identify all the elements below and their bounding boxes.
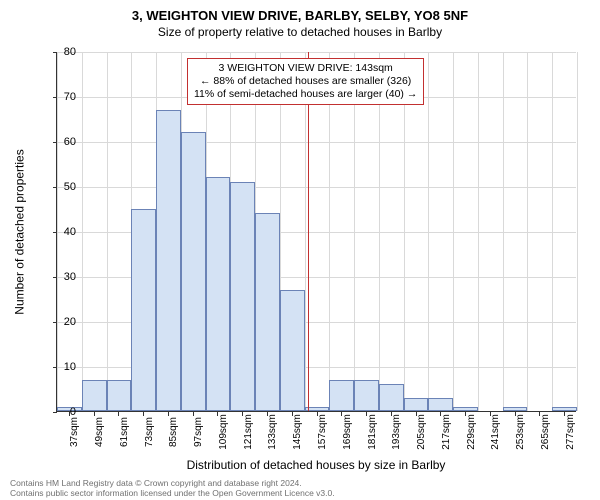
y-tick: 10 (50, 361, 76, 373)
x-tick: 73sqm (144, 412, 155, 452)
histogram-bar (428, 398, 453, 412)
x-tick: 241sqm (490, 412, 501, 452)
x-tick: 133sqm (267, 412, 278, 452)
histogram-bar (329, 380, 354, 412)
y-tick: 20 (50, 316, 76, 328)
x-tick: 49sqm (94, 412, 105, 452)
x-tick: 205sqm (416, 412, 427, 452)
y-tick: 0 (50, 406, 76, 418)
y-tick: 80 (50, 46, 76, 58)
y-tick: 70 (50, 91, 76, 103)
y-tick: 40 (50, 226, 76, 238)
x-tick: 157sqm (317, 412, 328, 452)
x-tick: 145sqm (292, 412, 303, 452)
histogram-bar (503, 407, 528, 412)
reference-line (308, 52, 309, 411)
histogram-bar (131, 209, 156, 412)
y-tick: 60 (50, 136, 76, 148)
chart-subtitle: Size of property relative to detached ho… (0, 23, 600, 39)
chart-container: 3, WEIGHTON VIEW DRIVE, BARLBY, SELBY, Y… (0, 0, 600, 500)
histogram-bar (453, 407, 478, 412)
footer-attribution: Contains HM Land Registry data © Crown c… (10, 478, 335, 498)
x-tick: 193sqm (391, 412, 402, 452)
x-tick: 253sqm (515, 412, 526, 452)
plot-area: 37sqm49sqm61sqm73sqm85sqm97sqm109sqm121s… (56, 52, 576, 412)
x-tick: 169sqm (342, 412, 353, 452)
x-tick: 181sqm (367, 412, 378, 452)
x-tick: 61sqm (119, 412, 130, 452)
x-tick: 217sqm (441, 412, 452, 452)
histogram-bar (206, 177, 231, 411)
histogram-bar (230, 182, 255, 412)
histogram-bar (156, 110, 181, 412)
histogram-bar (255, 213, 280, 411)
x-tick: 277sqm (565, 412, 576, 452)
x-tick: 229sqm (466, 412, 477, 452)
x-tick: 97sqm (193, 412, 204, 452)
x-tick: 37sqm (69, 412, 80, 452)
annotation-box: 3 WEIGHTON VIEW DRIVE: 143sqm← 88% of de… (187, 58, 424, 105)
x-tick: 265sqm (540, 412, 551, 452)
histogram-bar (280, 290, 305, 412)
y-tick: 50 (50, 181, 76, 193)
histogram-bar (379, 384, 404, 411)
histogram-bar (181, 132, 206, 411)
histogram-bar (552, 407, 577, 412)
x-tick: 85sqm (168, 412, 179, 452)
x-tick: 109sqm (218, 412, 229, 452)
histogram-bar (107, 380, 132, 412)
chart-title: 3, WEIGHTON VIEW DRIVE, BARLBY, SELBY, Y… (0, 0, 600, 23)
histogram-bar (404, 398, 429, 412)
y-axis-label: Number of detached properties (12, 52, 28, 412)
histogram-bar (82, 380, 107, 412)
x-tick: 121sqm (243, 412, 254, 452)
x-axis-label: Distribution of detached houses by size … (56, 458, 576, 472)
histogram-bar (354, 380, 379, 412)
y-tick: 30 (50, 271, 76, 283)
